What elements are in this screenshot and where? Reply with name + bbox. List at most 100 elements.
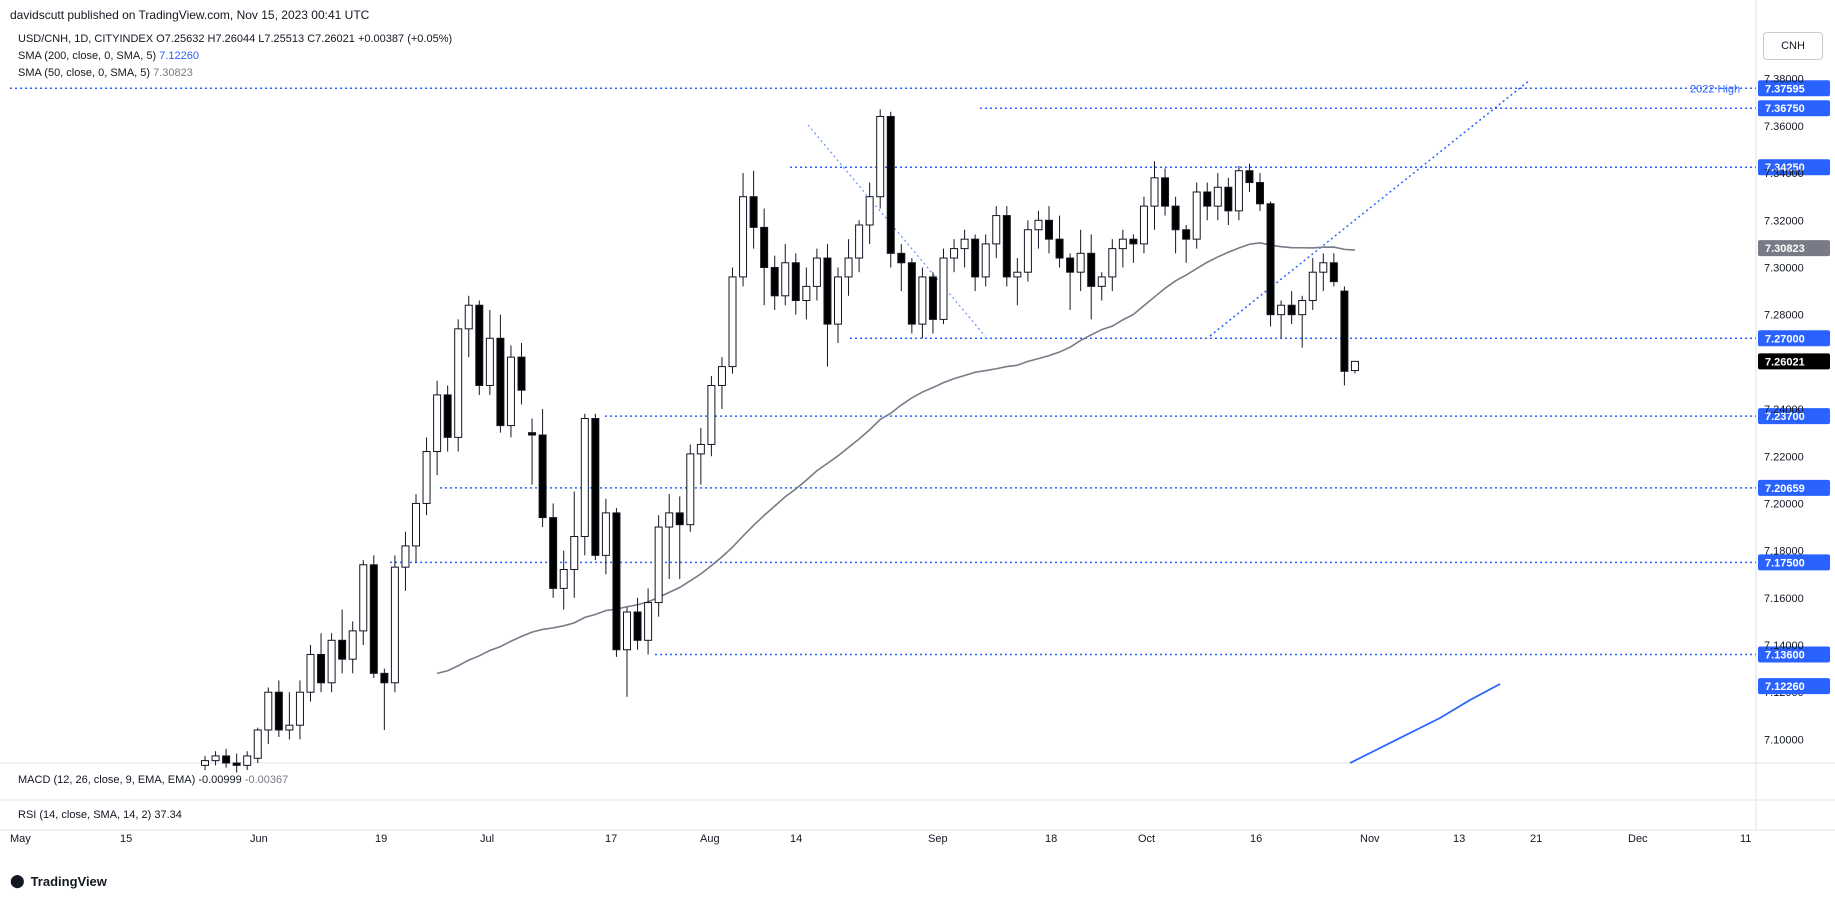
candle-body (960, 238, 969, 250)
candle-body (1034, 219, 1043, 231)
candle-body (844, 257, 853, 278)
candle-body (623, 611, 631, 651)
candle-body (1266, 203, 1275, 316)
level-price-tag (1758, 554, 1830, 571)
sma50-label: SMA (50, close, 0, SMA, 5) (18, 67, 151, 79)
candle-body (485, 337, 494, 386)
sma200-value: 7.12260 (159, 50, 199, 62)
candle-body (865, 196, 874, 226)
candle-body (1203, 191, 1212, 207)
candle-body (971, 238, 980, 278)
candle-body (1213, 186, 1222, 207)
currency-button[interactable]: CNH (1763, 32, 1823, 60)
candle-body (823, 257, 832, 325)
candle-body (1129, 238, 1138, 245)
candle-body (633, 611, 642, 641)
sma50-value: 7.30823 (153, 67, 193, 79)
x-tick-label: Jun (250, 833, 268, 845)
x-tick-label: 16 (1250, 833, 1262, 845)
candle-body (612, 512, 621, 651)
sma50-line (436, 241, 1356, 675)
candle-body (285, 724, 294, 731)
candle-body (897, 252, 906, 264)
candle-body (928, 276, 937, 320)
x-tick-label: 11 (1740, 833, 1751, 845)
candle-body (686, 453, 695, 526)
candle-body (886, 115, 895, 254)
candle-body (506, 356, 515, 427)
y-tick-label: 7.10000 (1764, 734, 1804, 746)
candle-body (834, 276, 842, 325)
candle-body (918, 276, 927, 325)
rsi-label: RSI (14, close, SMA, 14, 2) (18, 809, 152, 821)
x-tick-label: Oct (1138, 833, 1155, 845)
candle-body (422, 451, 431, 504)
tradingview-logo-icon: ⬤ (10, 873, 25, 888)
candle-body (454, 328, 463, 438)
candle-body (327, 639, 336, 684)
candle-body (1108, 248, 1117, 278)
candle-body (369, 564, 378, 674)
candle-body (728, 276, 737, 368)
sma200-layer (1349, 683, 1501, 764)
candle-body (1002, 215, 1011, 278)
candle-body (665, 512, 674, 528)
price-tag (1758, 678, 1830, 695)
candle-body (1224, 186, 1233, 212)
level-price-label: 7.20659 (1765, 483, 1805, 495)
candle-body (1013, 271, 1022, 278)
rsi-pane-label: RSI (14, close, SMA, 14, 2) 37.34 (18, 809, 182, 821)
level-note: 2022 High (1690, 83, 1740, 95)
level-price-tag (1758, 479, 1830, 496)
candle-body (1161, 177, 1170, 207)
candle-body (274, 691, 283, 731)
candle-body (243, 755, 252, 766)
rsi-value: 37.34 (154, 809, 182, 821)
candles-layer (201, 109, 1359, 773)
level-price-tag (1758, 330, 1830, 347)
x-tick-label: 14 (790, 833, 802, 845)
candle-body (348, 630, 357, 660)
candle-body (253, 729, 262, 759)
x-tick-label: 21 (1530, 833, 1542, 845)
candle-body (1066, 257, 1075, 273)
candle-body (1023, 229, 1032, 273)
candle-body (654, 526, 663, 604)
price-tag-label: 7.12260 (1765, 681, 1805, 693)
level-price-tag (1758, 80, 1830, 97)
candle-body (1118, 238, 1127, 250)
y-tick-label: 7.24000 (1764, 404, 1804, 416)
candle-body (264, 691, 273, 731)
candle-body (1076, 252, 1085, 273)
candle-body (390, 566, 399, 684)
grid-layer (0, 0, 1835, 831)
y-tick-label: 7.16000 (1764, 593, 1804, 605)
candle-body (1245, 170, 1254, 184)
candle-body (876, 115, 885, 198)
x-tick-label: Aug (700, 833, 720, 845)
candle-body (781, 262, 790, 297)
price-tag (1758, 240, 1830, 257)
y-tick-label: 7.20000 (1764, 498, 1804, 510)
symbol-legend: USD/CNH, 1D, CITYINDEX O7.25632 H7.26044… (18, 33, 453, 45)
x-tick-label: 19 (375, 833, 387, 845)
x-tick-label: 17 (605, 833, 617, 845)
brand-text: TradingView (30, 873, 107, 889)
level-price-tag (1758, 159, 1830, 176)
trendline (807, 124, 986, 337)
candle-body (1329, 262, 1338, 283)
time-axis: May 15 Jun 19 Jul 17 Aug 14 Sep 18 Oct 16 Nov 13 21 Dec… (10, 833, 1751, 845)
candle-body (1097, 276, 1106, 287)
candle-body (1171, 205, 1180, 231)
x-tick-label: Jul (480, 833, 494, 845)
candle-body (496, 337, 505, 427)
brand-logo[interactable]: ⬤ TradingView (10, 873, 107, 889)
candle-body (1308, 271, 1317, 302)
level-price-tag (1758, 100, 1830, 117)
candle-body (401, 545, 410, 568)
candle-body (1340, 290, 1349, 372)
level-price-label: 7.27000 (1765, 333, 1805, 345)
y-tick-label: 7.22000 (1764, 451, 1804, 463)
sma200-label: SMA (200, close, 0, SMA, 5) (18, 50, 157, 62)
